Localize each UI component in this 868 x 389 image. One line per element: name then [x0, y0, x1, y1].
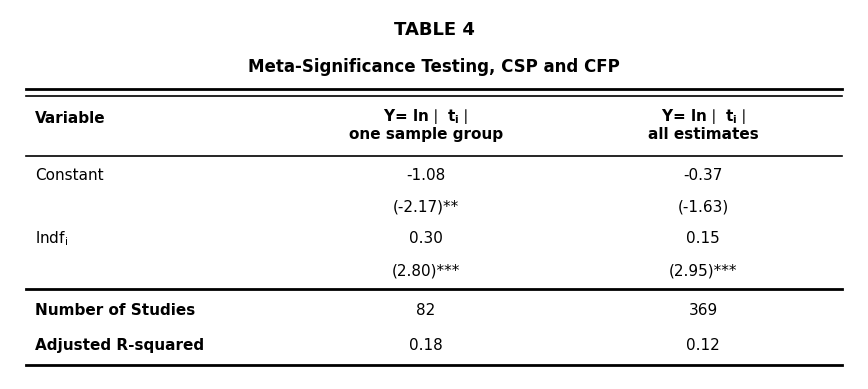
- Text: 82: 82: [417, 303, 436, 318]
- Text: Y= ln$\mid$ t$_{\mathregular{i}}$$\mid$: Y= ln$\mid$ t$_{\mathregular{i}}$$\mid$: [661, 107, 746, 126]
- Text: Meta-Significance Testing, CSP and CFP: Meta-Significance Testing, CSP and CFP: [248, 58, 620, 76]
- Text: TABLE 4: TABLE 4: [393, 21, 475, 39]
- Text: Y= ln$\mid$ t$_{\mathregular{i}}$$\mid$: Y= ln$\mid$ t$_{\mathregular{i}}$$\mid$: [384, 107, 469, 126]
- Text: (2.80)***: (2.80)***: [391, 263, 460, 278]
- Text: (2.95)***: (2.95)***: [669, 263, 738, 278]
- Text: one sample group: one sample group: [349, 127, 503, 142]
- Text: 0.15: 0.15: [687, 231, 720, 246]
- Text: all estimates: all estimates: [648, 127, 759, 142]
- Text: Adjusted R-squared: Adjusted R-squared: [35, 338, 204, 353]
- Text: (-1.63): (-1.63): [678, 200, 729, 214]
- Text: Number of Studies: Number of Studies: [35, 303, 195, 318]
- Text: 0.18: 0.18: [409, 338, 443, 353]
- Text: -0.37: -0.37: [684, 168, 723, 182]
- Text: lndf$_{\mathregular{i}}$: lndf$_{\mathregular{i}}$: [35, 230, 68, 248]
- Text: 369: 369: [688, 303, 718, 318]
- Text: (-2.17)**: (-2.17)**: [392, 200, 459, 214]
- Text: 0.30: 0.30: [409, 231, 443, 246]
- Text: Constant: Constant: [35, 168, 103, 182]
- Text: -1.08: -1.08: [406, 168, 445, 182]
- Text: 0.12: 0.12: [687, 338, 720, 353]
- Text: Variable: Variable: [35, 110, 105, 126]
